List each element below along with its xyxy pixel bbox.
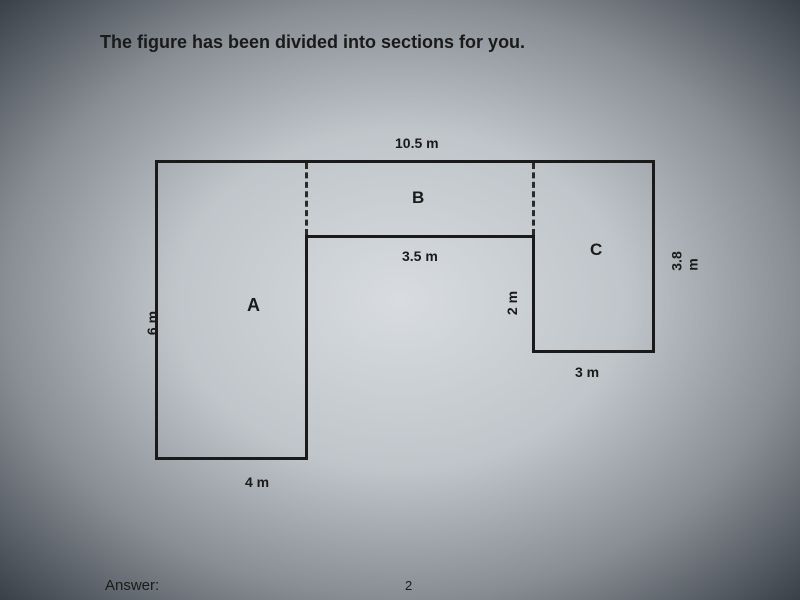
dim-c-bottom: 3 m	[575, 364, 599, 380]
instruction-text: The figure has been divided into section…	[100, 32, 525, 53]
dim-a-bottom: 4 m	[245, 474, 269, 490]
section-b-bottom-edge	[305, 235, 535, 238]
section-c-right-edge	[652, 160, 655, 353]
dim-top-width: 10.5 m	[395, 135, 439, 151]
geometry-figure: A B C 10.5 m 6 m 3.8 m 3.5 m 2 m 3 m 4 m	[155, 140, 685, 480]
section-a-right-edge	[305, 238, 308, 460]
section-c-bottom-edge	[532, 350, 655, 353]
answer-prompt: Answer:	[105, 577, 159, 594]
dim-left-height: 6 m	[144, 311, 160, 335]
section-c-top-edge	[535, 160, 655, 163]
section-a-rect	[155, 160, 305, 460]
dim-c-left-gap: 2 m	[504, 291, 520, 315]
divider-a-b-dashed	[305, 163, 308, 235]
section-c-label: C	[590, 240, 602, 260]
unit-exponent: 2	[405, 578, 412, 593]
divider-b-c-dashed	[532, 163, 535, 235]
dim-b-bottom-width: 3.5 m	[402, 248, 438, 264]
section-a-label: A	[247, 295, 260, 316]
dim-c-right-height: 3.8 m	[669, 251, 701, 270]
section-c-left-edge	[532, 238, 535, 350]
section-b-top-edge	[305, 160, 535, 163]
section-b-label: B	[412, 188, 424, 208]
